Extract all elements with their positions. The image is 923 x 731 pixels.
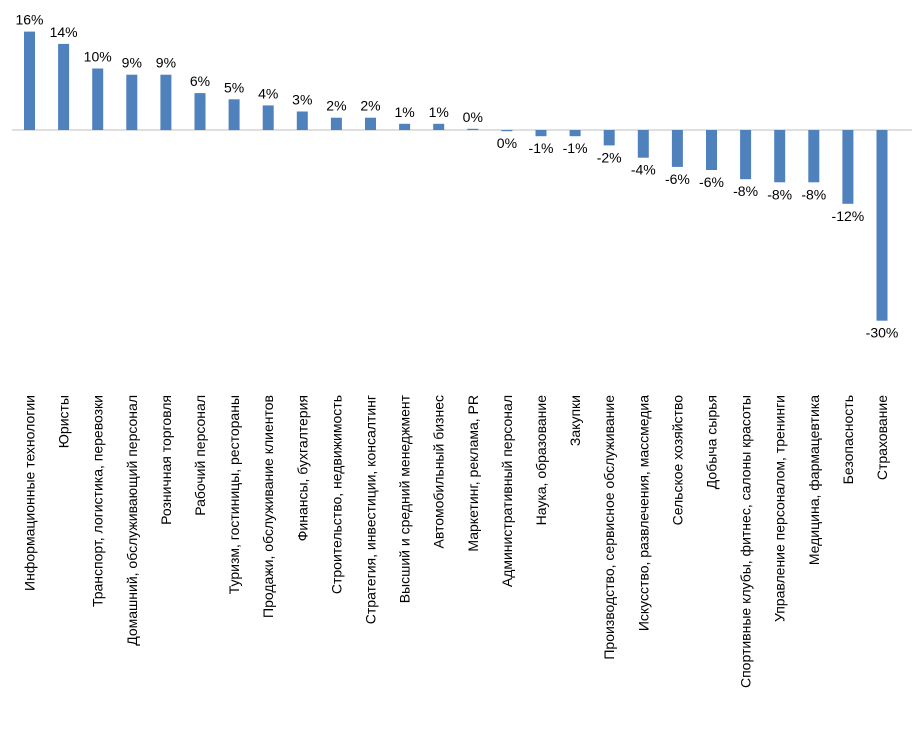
bar [740, 130, 752, 180]
category-label: Туризм, гостиницы, рестораны [226, 395, 242, 594]
category-label: Домашний, обслуживающий персонал [124, 395, 140, 646]
bar [774, 130, 786, 183]
category-label: Транспорт, логистика, перевозки [90, 395, 106, 607]
category-label: Высший и средний менеджмент [397, 394, 413, 603]
bar [262, 105, 274, 130]
bar [535, 130, 547, 137]
data-label: -8% [767, 186, 792, 202]
bar [365, 117, 376, 130]
category-label: Сельское хозяйство [669, 395, 685, 526]
bar [706, 130, 717, 170]
data-label: -2% [597, 149, 622, 165]
data-label: 6% [190, 73, 210, 89]
category-label: Юристы [56, 395, 72, 448]
category-label: Медицина, фармацевтика [806, 395, 822, 565]
bars-group [24, 31, 888, 321]
bar [126, 74, 138, 131]
bar [92, 68, 104, 130]
bar [876, 130, 888, 321]
data-label: 0% [497, 135, 517, 151]
category-label: Информационные технологии [22, 395, 38, 591]
data-label: -6% [665, 171, 690, 187]
bar [842, 130, 854, 204]
data-label: 1% [394, 104, 414, 120]
category-label: Безопасность [840, 395, 856, 484]
data-label: 5% [224, 79, 244, 95]
data-label: 10% [84, 49, 112, 65]
category-label: Стратегия, инвестиции, консалтинг [363, 395, 379, 624]
data-label: -8% [801, 186, 826, 202]
data-label: -12% [832, 208, 865, 224]
category-label: Производство, сервисное обслуживание [601, 395, 617, 660]
category-label: Строительство, недвижимость [328, 395, 344, 594]
bar [603, 130, 615, 146]
data-label: 14% [50, 24, 78, 40]
category-labels-group: Информационные технологии Юристы Транспорт… [22, 394, 891, 688]
data-label: 9% [156, 55, 176, 71]
data-label: -1% [529, 140, 554, 156]
data-label: 0% [463, 109, 483, 125]
category-label: Закупки [567, 395, 583, 446]
data-label: 3% [292, 92, 312, 108]
data-label: -4% [631, 162, 656, 178]
data-label: 2% [360, 98, 380, 114]
bar [399, 123, 411, 130]
bar [194, 93, 206, 130]
data-label: -1% [563, 140, 588, 156]
data-label: -30% [866, 325, 899, 341]
bar [296, 111, 308, 130]
data-label: 9% [122, 55, 142, 71]
data-labels-group: 16%14%10% 9% 9%6% 5% 4% 3% 2% 2% 1% 1% 0%0% -1% -1%-… [15, 12, 898, 341]
category-label: Управление персоналом, тренинги [772, 395, 788, 622]
data-label: -8% [733, 183, 758, 199]
bar [24, 31, 35, 131]
bar [433, 123, 445, 130]
category-label: Автомобильный бизнес [431, 395, 447, 549]
bar [808, 130, 820, 183]
data-label: 16% [15, 12, 43, 28]
category-label: Добыча сырья [704, 395, 720, 489]
bar [330, 117, 342, 130]
category-label: Финансы, бухгалтерия [294, 395, 310, 541]
bar [58, 43, 70, 130]
category-label: Спортивные клубы, фитнес, салоны красоты [738, 395, 754, 688]
category-label: Искусство, развлечения, массмедиа [635, 395, 651, 631]
category-label: Административный персонал [499, 395, 515, 587]
category-label: Страхование [874, 395, 890, 480]
data-label: -6% [699, 174, 724, 190]
bar [501, 130, 513, 132]
bar [467, 128, 479, 130]
data-label: 2% [326, 98, 346, 114]
data-label: 4% [258, 85, 278, 101]
bar [160, 74, 172, 131]
category-label: Розничная торговля [158, 395, 174, 525]
bar [671, 130, 683, 167]
bar [637, 130, 649, 158]
category-label: Наука, образование [533, 395, 549, 526]
category-label: Продажи, обслуживание клиентов [260, 395, 276, 618]
bar [569, 130, 581, 137]
category-label: Рабочий персонал [192, 395, 208, 516]
bar [228, 99, 240, 131]
category-label: Маркетинг, реклама, PR [465, 395, 481, 552]
data-label: 1% [429, 104, 449, 120]
